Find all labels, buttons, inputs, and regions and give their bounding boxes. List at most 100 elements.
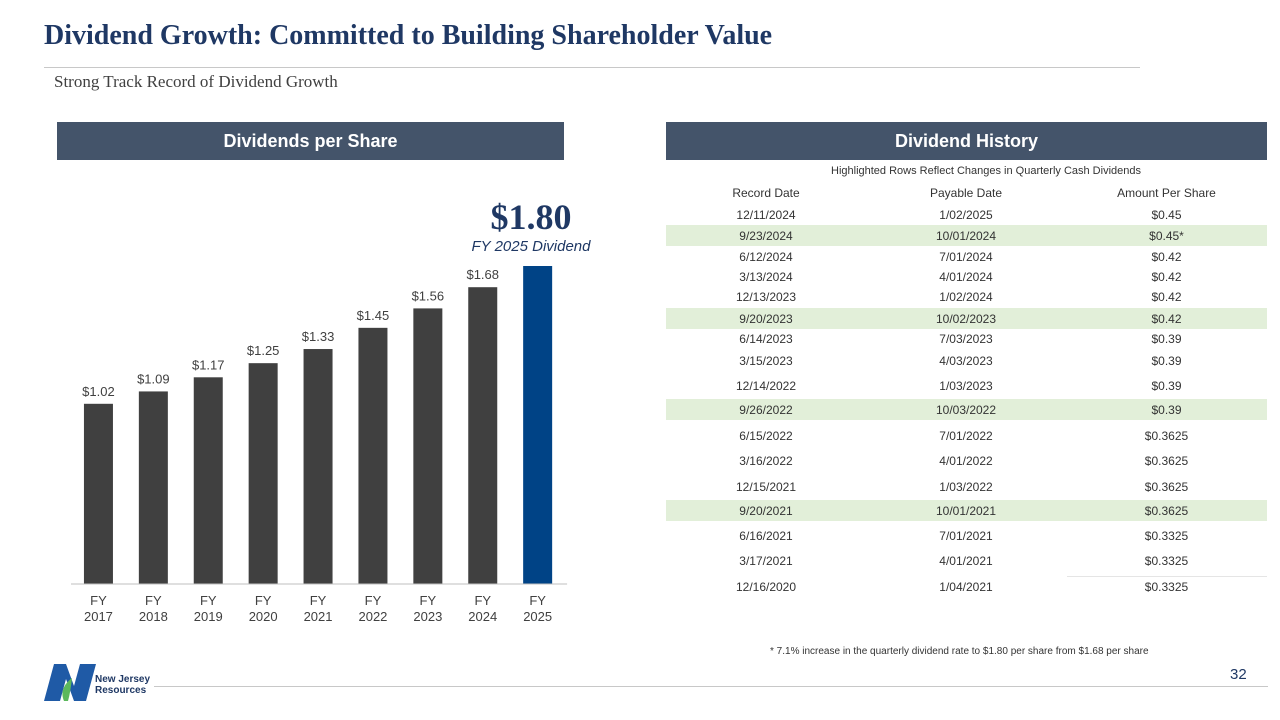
bar-fy2017 xyxy=(83,403,113,584)
amount-cell: $0.39 xyxy=(1151,331,1182,346)
tick-label-fy2023-2: 2023 xyxy=(413,609,442,624)
amount-cell: $0.42 xyxy=(1151,269,1182,284)
page-title: Dividend Growth: Committed to Building S… xyxy=(44,20,773,51)
table-row: 3/15/2023 4/03/2023 $0.39 xyxy=(666,350,1267,371)
bar-label-fy2022: $1.45 xyxy=(357,308,390,323)
table-row: 6/16/2021 7/01/2021 $0.3325 xyxy=(666,525,1267,546)
tick-label-fy2018-2: 2018 xyxy=(139,609,168,624)
amount-cell: $0.3325 xyxy=(1144,579,1189,594)
logo-wordmark: New Jersey Resources xyxy=(95,674,150,696)
amount-cell: $0.3625 xyxy=(1144,428,1189,443)
table-row: 9/26/2022 10/03/2022 $0.39 xyxy=(666,399,1267,420)
table-row: 12/16/2020 1/04/2021 $0.3325 xyxy=(666,576,1267,597)
bar-label-fy2021: $1.33 xyxy=(302,329,335,344)
payable-date-cell: 1/03/2023 xyxy=(939,378,993,393)
bar-label-fy2023: $1.56 xyxy=(412,288,445,303)
bar-fy2021 xyxy=(303,349,333,584)
bar-fy2018 xyxy=(138,391,168,584)
table-row: 6/14/2023 7/03/2023 $0.39 xyxy=(666,328,1267,349)
table-row: 9/23/2024 10/01/2024 $0.45* xyxy=(666,225,1267,246)
bar-fy2023 xyxy=(413,308,443,584)
bar-fy2022 xyxy=(358,327,388,584)
logo-line-2: Resources xyxy=(95,685,147,696)
payable-date-cell: 4/03/2023 xyxy=(939,353,993,368)
title-divider xyxy=(44,67,1140,68)
payable-date-cell: 1/04/2021 xyxy=(939,579,993,594)
tick-label-fy2021-1: FY xyxy=(310,593,327,608)
table-row: 9/20/2021 10/01/2021 $0.3625 xyxy=(666,500,1267,521)
payable-date-cell: 4/01/2024 xyxy=(939,269,993,284)
amount-cell: $0.42 xyxy=(1151,289,1182,304)
column-header-payable-date: Payable Date xyxy=(929,186,1003,200)
record-date-cell: 9/20/2023 xyxy=(739,311,793,326)
payable-date-cell: 10/02/2023 xyxy=(935,311,997,326)
payable-date-cell: 1/03/2022 xyxy=(939,479,993,494)
payable-date-cell: 7/03/2023 xyxy=(939,331,993,346)
record-date-cell: 3/15/2023 xyxy=(739,353,793,368)
bar-fy2020 xyxy=(248,363,278,584)
record-date-cell: 9/20/2021 xyxy=(739,503,793,518)
logo-line-1: New Jersey xyxy=(95,674,151,685)
table-row: 12/13/2023 1/02/2024 $0.42 xyxy=(666,286,1267,307)
amount-cell: $0.3625 xyxy=(1144,503,1189,518)
dividend-history-header: Dividend History xyxy=(666,122,1267,160)
payable-date-cell: 7/01/2024 xyxy=(939,249,993,264)
page-subtitle: Strong Track Record of Dividend Growth xyxy=(54,72,338,91)
payable-date-cell: 4/01/2022 xyxy=(939,453,993,468)
fy2025-dividend-label: FY 2025 Dividend xyxy=(471,238,591,255)
record-date-cell: 12/15/2021 xyxy=(735,479,797,494)
table-row: 3/16/2022 4/01/2022 $0.3625 xyxy=(666,450,1267,471)
tick-label-fy2018-1: FY xyxy=(145,593,162,608)
record-date-cell: 3/13/2024 xyxy=(739,269,793,284)
footer-divider xyxy=(154,686,1268,687)
tick-label-fy2019-2: 2019 xyxy=(194,609,223,624)
amount-cell: $0.42 xyxy=(1151,311,1182,326)
amount-cell: $0.45* xyxy=(1149,228,1184,243)
table-header-row: Record Date Payable Date Amount Per Share xyxy=(666,183,1267,203)
amount-cell: $0.39 xyxy=(1151,402,1182,417)
record-date-cell: 3/17/2021 xyxy=(739,553,793,568)
table-row: 3/17/2021 4/01/2021 $0.3325 xyxy=(666,550,1267,571)
record-date-cell: 6/16/2021 xyxy=(739,528,793,543)
bar-label-fy2018: $1.09 xyxy=(137,371,170,386)
table-note: Highlighted Rows Reflect Changes in Quar… xyxy=(831,165,1141,177)
record-date-cell: 6/12/2024 xyxy=(739,249,793,264)
column-header-record-date: Record Date xyxy=(732,186,800,200)
amount-cell: $0.3325 xyxy=(1144,528,1189,543)
table-row: 12/11/2024 1/02/2025 $0.45 xyxy=(666,204,1267,225)
tick-label-fy2020-1: FY xyxy=(255,593,272,608)
tick-label-fy2021-2: 2021 xyxy=(304,609,333,624)
record-date-cell: 9/26/2022 xyxy=(739,402,793,417)
table-row-divider xyxy=(1067,576,1267,577)
record-date-cell: 9/23/2024 xyxy=(739,228,793,243)
table-row: 3/13/2024 4/01/2024 $0.42 xyxy=(666,266,1267,287)
dividends-per-share-header: Dividends per Share xyxy=(57,122,564,160)
table-row: 6/12/2024 7/01/2024 $0.42 xyxy=(666,246,1267,267)
tick-label-fy2022-2: 2022 xyxy=(358,609,387,624)
record-date-cell: 12/13/2023 xyxy=(735,289,797,304)
dividends-per-share-heading: Dividends per Share xyxy=(223,130,398,151)
dividend-history-heading: Dividend History xyxy=(894,130,1039,151)
tick-label-fy2025-1: FY xyxy=(529,593,546,608)
payable-date-cell: 1/02/2025 xyxy=(939,207,993,222)
bar-label-fy2020: $1.25 xyxy=(247,343,280,358)
tick-label-fy2024-1: FY xyxy=(474,593,491,608)
amount-cell: $0.3625 xyxy=(1144,453,1189,468)
bar-fy2024 xyxy=(468,287,498,584)
amount-cell: $0.39 xyxy=(1151,353,1182,368)
record-date-cell: 12/14/2022 xyxy=(735,378,797,393)
bar-label-fy2024: $1.68 xyxy=(466,267,499,282)
payable-date-cell: 10/01/2021 xyxy=(935,503,997,518)
tick-label-fy2017-1: FY xyxy=(90,593,107,608)
amount-cell: $0.3325 xyxy=(1144,553,1189,568)
table-row: 12/14/2022 1/03/2023 $0.39 xyxy=(666,375,1267,396)
tick-label-fy2025-2: 2025 xyxy=(523,609,552,624)
bar-fy2025 xyxy=(523,266,553,584)
footnote: * 7.1% increase in the quarterly dividen… xyxy=(770,646,1149,657)
payable-date-cell: 1/02/2024 xyxy=(939,289,993,304)
tick-label-fy2024-2: 2024 xyxy=(468,609,497,624)
tick-label-fy2017-2: 2017 xyxy=(84,609,113,624)
record-date-cell: 12/16/2020 xyxy=(735,579,797,594)
payable-date-cell: 4/01/2021 xyxy=(939,553,993,568)
payable-date-cell: 10/01/2024 xyxy=(935,228,997,243)
